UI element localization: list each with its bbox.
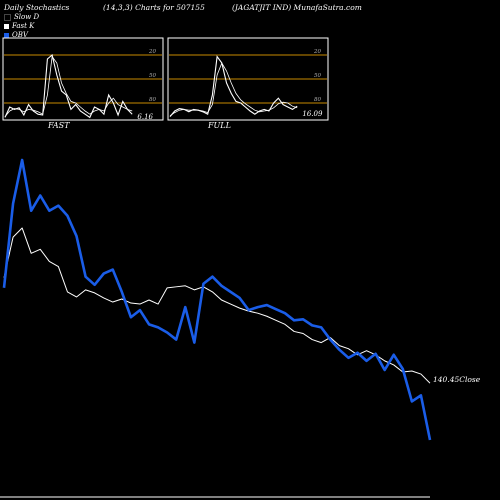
tick-label-80: 20 bbox=[313, 49, 321, 55]
header-right: (JAGATJIT IND) MunafaSutra.com bbox=[232, 3, 362, 12]
legend-item-fast-k: Fast K bbox=[4, 22, 34, 30]
tick-label-50: 50 bbox=[314, 73, 321, 79]
series-line-slow-d bbox=[4, 55, 133, 117]
panel-title: FAST bbox=[47, 121, 70, 130]
header-middle: (14,3,3) Charts for 507155 bbox=[103, 3, 205, 12]
main-chart: 140.45Close bbox=[0, 158, 481, 498]
legend-swatch-obv bbox=[4, 32, 9, 38]
header-left: Daily Stochastics bbox=[4, 3, 70, 12]
panel-full: 80 50 20 16.09 FULL bbox=[167, 37, 329, 130]
legend-label-obv: OBV bbox=[12, 31, 28, 39]
panel-title: FULL bbox=[207, 121, 231, 130]
legend-item-obv: OBV bbox=[4, 31, 28, 39]
series-line-fast-k bbox=[4, 53, 133, 119]
last-value-label: 6.16 bbox=[137, 113, 153, 121]
series-line-full-k bbox=[169, 55, 298, 117]
tick-label-20: 80 bbox=[314, 97, 321, 103]
legend-swatch-slow-d bbox=[4, 13, 11, 21]
tick-label-80: 20 bbox=[148, 49, 156, 55]
close-end-label: 140.45Close bbox=[433, 375, 481, 384]
tick-label-50: 50 bbox=[149, 73, 156, 79]
legend-swatch-fast-k bbox=[4, 23, 9, 29]
legend-label-fast-k: Fast K bbox=[12, 22, 35, 30]
main-series-obv bbox=[2, 158, 432, 441]
panel-fast: 80 50 20 6.16 FAST bbox=[2, 37, 164, 130]
last-value-label: 16.09 bbox=[302, 110, 323, 118]
series-line-full-d bbox=[169, 62, 298, 117]
tick-label-20: 80 bbox=[149, 97, 156, 103]
legend-label-slow-d: Slow D bbox=[14, 13, 40, 21]
legend-item-slow-d: Slow D bbox=[4, 13, 39, 21]
